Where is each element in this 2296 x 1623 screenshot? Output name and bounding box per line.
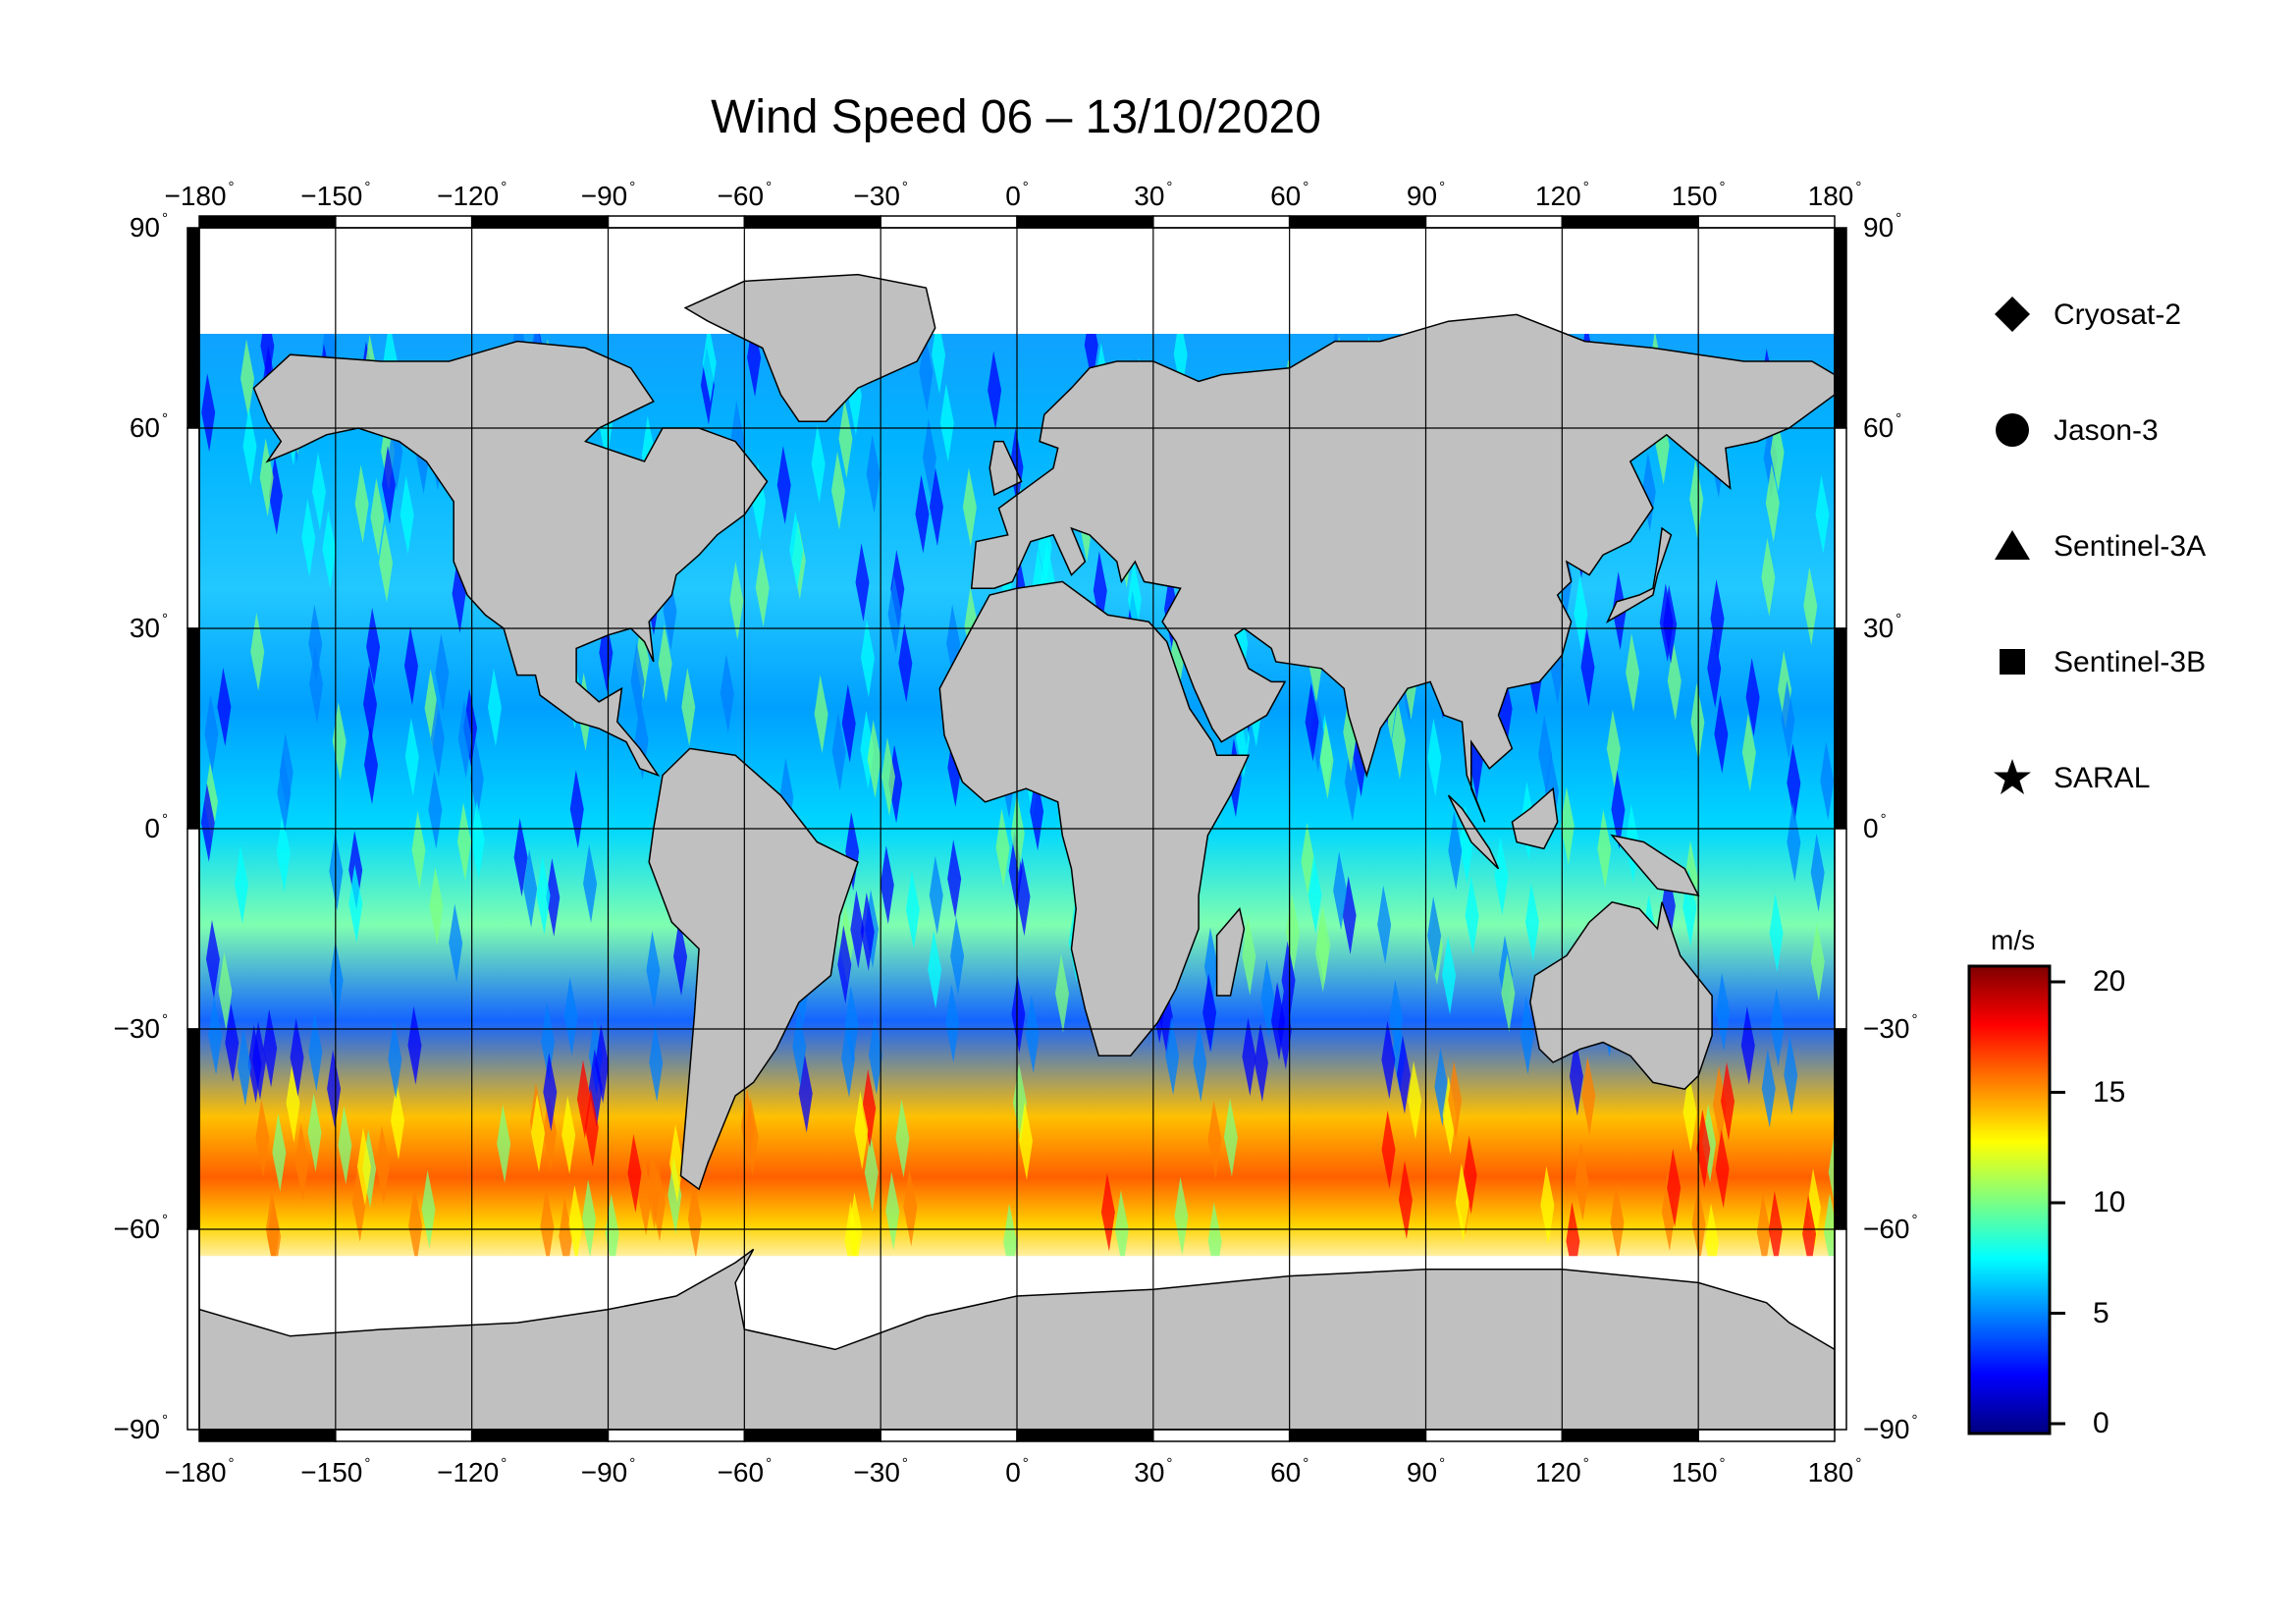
lon-tick-label-bottom: 0 ° (1005, 1455, 1029, 1488)
colorbar-tick-label: 15 (2093, 1075, 2126, 1109)
lat-tick-label-right: 60 ° (1863, 410, 1902, 443)
star-icon (1994, 759, 2031, 794)
lat-tick-label-left: −90 ° (113, 1412, 169, 1444)
lat-tick-label-right: −60 ° (1863, 1212, 1918, 1244)
lon-tick-label-bottom: 60 ° (1270, 1455, 1309, 1488)
legend-item-cryosat: Cryosat-2 (1993, 295, 2287, 334)
lon-tick-label-top: 0 ° (1005, 179, 1029, 211)
lon-tick-label-bottom: −120 ° (437, 1455, 507, 1488)
lon-tick-label-top: −30 ° (853, 179, 908, 211)
lat-tick-label-right: 90 ° (1863, 210, 1902, 243)
lat-tick-label-left: 60 ° (129, 410, 168, 443)
lon-tick-label-bottom: −60 ° (717, 1455, 773, 1488)
lon-tick-label-top: 90 ° (1406, 179, 1446, 211)
lon-tick-label-top: 150 ° (1671, 179, 1726, 211)
legend-item-sentinel-3b: Sentinel-3B (1993, 642, 2287, 681)
lat-tick-label-left: −60 ° (113, 1212, 169, 1244)
legend-item-sentinel-3a: Sentinel-3A (1993, 526, 2287, 566)
lat-tick-label-right: 0 ° (1863, 811, 1887, 843)
lon-tick-label-bottom: 150 ° (1671, 1455, 1726, 1488)
colorbar-tick-label: 0 (2093, 1407, 2109, 1439)
legend-label: SARAL (2054, 762, 2151, 794)
diamond-icon (1995, 297, 2030, 332)
map-frame (187, 215, 1847, 1442)
lon-tick-label-top: −90 ° (580, 179, 636, 211)
colorbar-tick-label: 10 (2093, 1186, 2126, 1218)
lon-tick-label-top: 180 ° (1807, 179, 1862, 211)
map-title: Wind Speed 06 – 13/10/2020 (711, 91, 1321, 143)
colorbar-unit: m/s (1991, 925, 2036, 955)
legend-item-saral: SARAL (1993, 758, 2287, 797)
graticule (199, 228, 1835, 1430)
lon-tick-label-bottom: 90 ° (1406, 1455, 1446, 1488)
lon-tick-label-top: 60 ° (1270, 179, 1309, 211)
lon-tick-label-bottom: 180 ° (1807, 1455, 1862, 1488)
lon-tick-label-bottom: −150 ° (300, 1455, 371, 1488)
lon-tick-label-bottom: 120 ° (1534, 1455, 1589, 1488)
lon-tick-label-top: 30 ° (1134, 179, 1173, 211)
legend-item-jason: Jason-3 (1993, 410, 2287, 450)
lat-tick-label-left: −30 ° (113, 1011, 169, 1044)
lon-tick-label-bottom: −30 ° (853, 1455, 908, 1488)
lon-tick-label-top: 120 ° (1534, 179, 1589, 211)
lon-tick-label-top: −180 ° (164, 179, 235, 211)
circle-icon (1996, 413, 2029, 447)
lat-tick-label-right: −90 ° (1863, 1412, 1918, 1444)
legend-label: Sentinel-3B (2054, 646, 2207, 678)
lat-tick-label-left: 0 ° (144, 811, 168, 843)
lat-tick-label-right: −30 ° (1863, 1011, 1918, 1044)
legend-label: Cryosat-2 (2054, 298, 2182, 331)
triangle-icon (1995, 530, 2030, 560)
legend-label: Sentinel-3A (2054, 530, 2207, 563)
colorbar-tick-label: 20 (2093, 965, 2126, 998)
lon-tick-label-top: −60 ° (717, 179, 773, 211)
lon-tick-label-top: −150 ° (300, 179, 371, 211)
colorbar-ticks (2050, 980, 2065, 1426)
colorbar (1967, 964, 2052, 1435)
lat-tick-label-left: 90 ° (129, 210, 168, 243)
lon-tick-label-bottom: −90 ° (580, 1455, 636, 1488)
colorbar-tick-label: 5 (2093, 1296, 2109, 1329)
lat-tick-label-left: 30 ° (129, 611, 168, 643)
lon-tick-label-bottom: −180 ° (164, 1455, 235, 1488)
square-icon (2000, 649, 2025, 675)
lon-tick-label-top: −120 ° (437, 179, 507, 211)
legend-label: Jason-3 (2054, 414, 2159, 447)
lat-tick-label-right: 30 ° (1863, 611, 1902, 643)
lon-tick-label-bottom: 30 ° (1134, 1455, 1173, 1488)
